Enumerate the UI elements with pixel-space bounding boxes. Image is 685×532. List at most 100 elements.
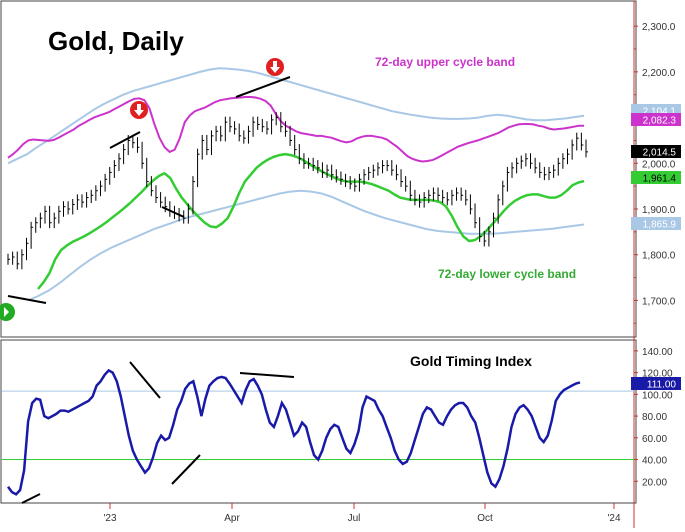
price-bar: [335, 169, 339, 183]
price-bar: [81, 194, 84, 208]
price-bar: [539, 162, 542, 178]
svg-text:2,082.3: 2,082.3: [643, 116, 677, 127]
axes: 1,700.01,800.01,900.02,000.02,100.02,200…: [103, 22, 681, 524]
price-bar: [400, 169, 404, 188]
price-bar: [321, 162, 325, 178]
trend-line: [129, 361, 161, 399]
price-bar: [340, 171, 343, 185]
price-bar: [150, 176, 154, 197]
price-bar: [86, 192, 89, 208]
price-bar: [423, 192, 427, 208]
outer-lower-value-label: 1,865.9: [631, 217, 681, 231]
outer-cycle-bands: [7, 67, 585, 302]
timing-y-tick-label: 80.00: [642, 412, 667, 423]
price-bar: [525, 153, 528, 167]
price-bar: [446, 192, 450, 206]
price-bar: [331, 164, 334, 181]
price-bar: [160, 192, 163, 208]
price-bar: [35, 217, 38, 233]
price-bar: [386, 160, 390, 172]
price-bar: [567, 148, 570, 165]
price-bar: [465, 189, 468, 206]
price-bar: [76, 194, 80, 210]
price-bar: [247, 125, 251, 144]
timing-y-tick-label: 100.00: [642, 390, 673, 401]
price-bar: [164, 196, 168, 213]
price-bar: [562, 153, 565, 169]
lower-band-value-label: 1,961.4: [631, 171, 681, 185]
price-bar: [456, 187, 459, 201]
svg-text:1,865.9: 1,865.9: [643, 220, 677, 231]
green-circle-icon: [0, 303, 15, 321]
trend-line: [235, 76, 291, 98]
price-bar: [557, 157, 561, 176]
timing-chart-title: Gold Timing Index: [410, 353, 532, 369]
price-bars: [7, 112, 588, 270]
price-bar: [289, 125, 293, 146]
price-bar: [442, 189, 445, 204]
price-bar: [520, 155, 524, 169]
price-y-tick-label: 2,200.0: [642, 68, 676, 79]
price-bar: [479, 217, 482, 242]
price-bar: [395, 164, 399, 181]
trend-line: [7, 295, 47, 304]
timing-y-tick-label: 40.00: [642, 456, 667, 467]
price-bar: [109, 166, 112, 185]
price-bar: [113, 160, 117, 178]
price-chart-title: Gold, Daily: [48, 26, 184, 56]
price-bar: [571, 139, 575, 160]
upper-band-annotation: 72-day upper cycle band: [375, 55, 515, 69]
price-bar: [488, 226, 491, 247]
price-bar: [252, 116, 256, 137]
price-bar: [206, 134, 209, 156]
price-bar: [585, 139, 588, 158]
lower-band-annotation: 72-day lower cycle band: [438, 267, 576, 281]
price-bar: [62, 201, 66, 217]
price-bar: [155, 185, 158, 204]
price-bar: [298, 144, 302, 165]
timing-index-line: [6, 368, 581, 496]
trend-line: [161, 206, 185, 218]
price-bar: [7, 253, 10, 265]
price-bar: [437, 187, 441, 201]
price-bar: [502, 180, 505, 206]
cycle-bands: [7, 96, 585, 290]
price-bar: [243, 130, 246, 144]
x-tick-label: '24: [607, 513, 620, 524]
price-bar: [580, 132, 584, 151]
timing-y-tick-label: 60.00: [642, 434, 667, 445]
price-bar: [229, 116, 232, 133]
price-bar: [67, 201, 71, 215]
price-y-tick-label: 2,000.0: [642, 159, 676, 170]
timing-value-label: 111.00: [631, 377, 681, 391]
price-bar: [192, 176, 195, 215]
price-bar: [414, 189, 417, 206]
price-bar: [543, 166, 547, 181]
price-y-tick-label: 1,700.0: [642, 296, 676, 307]
price-bar: [312, 157, 316, 172]
price-bar: [358, 173, 362, 192]
price-bar: [326, 164, 330, 178]
price-bar: [548, 166, 552, 181]
price-bar: [271, 114, 274, 135]
trend-line: [171, 454, 201, 485]
price-bar: [303, 153, 306, 169]
price-bar: [146, 157, 149, 188]
price-value-label: 2,014.5: [631, 145, 681, 159]
upper-band-value-label: 2,082.3: [631, 113, 681, 127]
price-bar: [317, 160, 320, 174]
timing-y-tick-label: 20.00: [642, 477, 667, 488]
price-bar: [474, 203, 478, 229]
price-bar: [104, 173, 108, 192]
price-bar: [391, 160, 394, 176]
price-bar: [469, 194, 473, 215]
price-bar: [44, 205, 47, 224]
price-bar: [25, 237, 29, 261]
price-bar: [345, 173, 348, 188]
price-bar: [483, 230, 487, 247]
x-tick-label: Jul: [348, 513, 361, 524]
price-bar: [136, 137, 140, 153]
price-bar: [354, 178, 357, 192]
price-bar: [294, 134, 297, 156]
